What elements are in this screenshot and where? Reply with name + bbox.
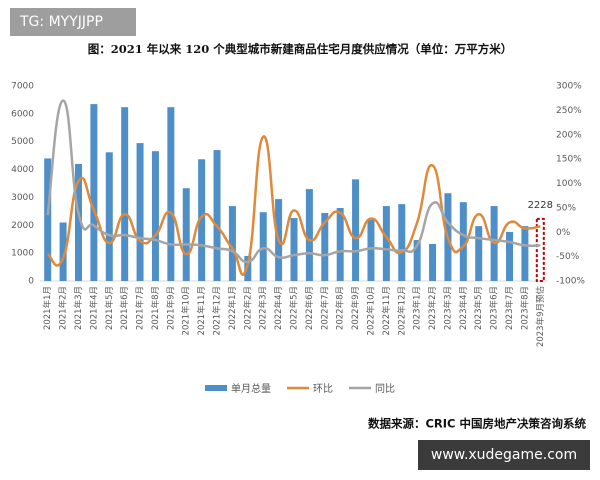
site: www.xudegame.com (431, 447, 577, 463)
x-tick-label: 2023年9月预估 (535, 286, 546, 348)
y2-tick-label: -50% (556, 252, 580, 262)
y2-tick-label: 150% (556, 155, 582, 165)
bar (459, 202, 467, 281)
watermark-box (10, 8, 136, 36)
x-tick-label: 2022年7月 (319, 286, 330, 330)
x-tick-label: 2022年3月 (258, 286, 269, 330)
y2-tick-label: 50% (556, 203, 576, 213)
bar (336, 208, 344, 281)
x-tick-label: 2021年9月 (165, 286, 176, 330)
source: 数据来源：CRIC 中国房地产决策咨询系统 (368, 417, 587, 431)
y2-tick-label: -100% (556, 277, 585, 287)
y-tick-label: 3000 (11, 193, 34, 203)
bar (429, 243, 437, 281)
bar (521, 226, 529, 281)
x-tick-label: 2023年2月 (427, 286, 438, 330)
x-tick-label: 2022年9月 (350, 286, 361, 330)
x-tick-label: 2022年10月 (365, 286, 376, 335)
bar (121, 107, 129, 282)
bar (182, 188, 190, 281)
bar (244, 255, 252, 281)
x-tick-label: 2021年12月 (212, 286, 223, 335)
x-tick-label: 2022年5月 (289, 286, 300, 330)
x-tick-label: 2021年11月 (196, 286, 207, 335)
x-tick-label: 2021年7月 (135, 286, 146, 330)
x-tick-label: 2021年2月 (58, 286, 69, 330)
legend-label: 单月总量 (231, 382, 271, 395)
y-tick-label: 2000 (11, 221, 34, 231)
x-tick-label: 2021年8月 (150, 286, 161, 330)
x-tick-label: 2021年4月 (88, 286, 99, 330)
bar (259, 212, 267, 281)
bar (506, 231, 514, 281)
y-tick-label: 7000 (11, 82, 34, 92)
bar (59, 222, 67, 281)
bar (74, 164, 82, 281)
bar (290, 218, 298, 281)
line (46, 135, 541, 276)
chart-title: 图：2021 年以来 120 个典型城市新建商品住宅月度供应情况（单位：万平方米… (88, 42, 513, 56)
x-tick-label: 2022年4月 (273, 286, 284, 330)
x-tick-label: 2022年6月 (304, 286, 315, 330)
bar (151, 151, 159, 281)
x-tick-label: 2021年6月 (119, 286, 130, 330)
bar (321, 213, 329, 281)
bar (367, 219, 375, 281)
x-tick-label: 2022年1月 (227, 286, 238, 330)
bar (44, 158, 52, 281)
y-tick-label: 4000 (11, 165, 34, 175)
x-tick-label: 2023年6月 (489, 286, 500, 330)
line (46, 99, 541, 264)
x-tick-label: 2023年7月 (504, 286, 515, 330)
legend-swatch (205, 385, 227, 391)
x-tick-label: 2022年8月 (335, 286, 346, 330)
legend-label: 环比 (313, 383, 333, 395)
x-tick-label: 2023年4月 (458, 286, 469, 330)
y2-tick-label: 200% (556, 130, 582, 140)
data-label: 2228 (528, 200, 553, 211)
y-tick-label: 1000 (11, 249, 34, 259)
bar (213, 150, 221, 281)
x-tick-label: 2022年2月 (242, 286, 253, 330)
x-tick-label: 2021年5月 (104, 286, 115, 330)
bar (136, 143, 144, 281)
y2-tick-label: 300% (556, 82, 582, 92)
y-tick-label: 5000 (11, 137, 34, 147)
bar (352, 179, 360, 281)
x-tick-label: 2021年10月 (181, 286, 192, 335)
legend-label: 同比 (375, 383, 395, 395)
y-tick-label: 6000 (11, 109, 34, 119)
bar (90, 104, 98, 281)
bar (413, 240, 421, 281)
bar (475, 226, 483, 281)
bar (535, 217, 545, 282)
y2-tick-label: 250% (556, 106, 582, 116)
bar (167, 107, 175, 282)
x-tick-label: 2021年3月 (73, 286, 84, 330)
bar (228, 206, 236, 281)
bar (198, 159, 206, 281)
watermark: TG: MYYJJPP (19, 14, 103, 30)
bar (105, 152, 113, 281)
x-tick-label: 2023年1月 (412, 286, 423, 330)
bar (398, 204, 406, 281)
x-tick-label: 2021年1月 (42, 286, 53, 330)
x-tick-label: 2022年11月 (381, 286, 392, 335)
bar (305, 189, 313, 281)
x-tick-label: 2023年3月 (442, 286, 453, 330)
y2-tick-label: 100% (556, 179, 582, 189)
x-tick-label: 2022年12月 (396, 286, 407, 335)
site-box (418, 440, 590, 470)
y2-tick-label: 0% (556, 228, 571, 238)
y-tick-label: 0 (28, 277, 34, 287)
x-tick-label: 2023年8月 (519, 286, 530, 330)
bar (382, 206, 390, 281)
x-tick-label: 2023年5月 (473, 286, 484, 330)
